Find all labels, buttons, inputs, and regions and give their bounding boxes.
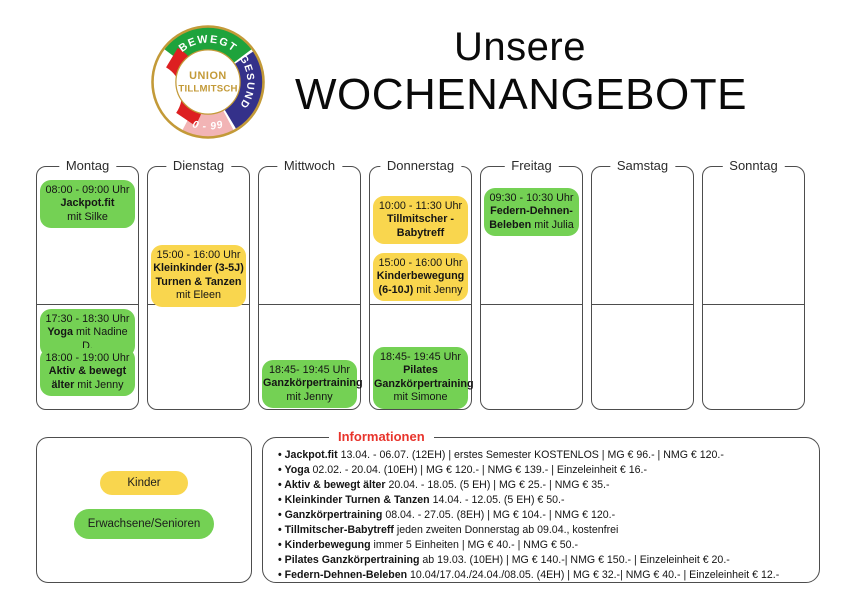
event-line: Turnen & Tanzen <box>155 275 242 288</box>
logo-center-line2: TILLMITSCH <box>178 83 237 94</box>
event-line: (6-10J) mit Jenny <box>378 283 463 296</box>
event-card: 15:00 - 16:00 Uhr Kinderbewegung (6-10J) m… <box>373 253 468 302</box>
event-line: mit Jenny <box>286 390 333 403</box>
day-label: Montag <box>58 158 117 173</box>
day-column-mittwoch: Mittwoch 18:45- 19:45 Uhr Ganzkörpertraini… <box>258 158 363 410</box>
info-item: • Tillmitscher-Babytreff jeden zweiten D… <box>278 524 619 536</box>
event-line: Aktiv & bewegt <box>48 365 127 378</box>
event-line: 10:00 - 11:30 Uhr <box>378 200 463 212</box>
info-item: • Kinderbewegung immer 5 Einheiten | MG … <box>278 539 579 551</box>
day-column-donnerstag: Donnerstag 10:00 - 11:30 Uhr Tillmitscher … <box>369 158 474 410</box>
day-column-montag: Montag 08:00 - 09:00 Uhr Jackpot.fit mit Si… <box>36 158 139 410</box>
event-line: 08:00 - 09:00 Uhr <box>45 184 130 196</box>
day-column-dienstag: Dienstag 15:00 - 16:00 Uhr Kleinkinder (3-… <box>147 158 250 410</box>
column-divider <box>702 304 805 305</box>
page-title-line2: WOCHENANGEBOTE <box>295 70 747 119</box>
event-card: 10:00 - 11:30 Uhr Tillmitscher - Babytreff <box>373 196 468 245</box>
day-label: Dienstag <box>165 158 232 173</box>
event-line: 17:30 - 18:30 Uhr <box>45 313 130 325</box>
event-line: Jackpot.fit <box>60 197 115 210</box>
event-card: 18:45- 19:45 Uhr Pilates Ganzkörpertrainin… <box>373 347 474 409</box>
day-column-sonntag: Sonntag <box>702 158 805 410</box>
logo-text-ages: 0 - 99 <box>191 119 224 132</box>
logo-arc-right <box>223 51 263 130</box>
column-divider <box>591 304 694 305</box>
day-label: Sonntag <box>722 158 785 173</box>
day-column-freitag: Freitag 09:30 - 10:30 Uhr Federn-Dehnen- Be… <box>480 158 583 410</box>
event-card: 18:45- 19:45 Uhr Ganzkörpertraining mit Je… <box>262 360 363 409</box>
legend-box: Kinder Erwachsene/Senioren <box>36 437 252 583</box>
info-item: • Yoga 02.02. - 20.04. (10EH) | MG € 120… <box>278 464 648 476</box>
event-card: 15:00 - 16:00 Uhr Kleinkinder (3-5J) Turne… <box>151 245 246 307</box>
info-item: • Pilates Ganzkörpertraining ab 19.03. (… <box>278 554 730 566</box>
info-item: • Ganzkörpertraining 08.04. - 27.05. (8E… <box>278 509 616 521</box>
event-line: 18:45- 19:45 Uhr <box>268 364 351 376</box>
logo-arc-top <box>164 27 252 64</box>
legend-pill-kinder: Kinder <box>100 471 188 495</box>
club-logo: BEWEGT GESUND GESUND 0 - 99 UNION TILLMI… <box>151 25 265 139</box>
event-line: 18:45- 19:45 Uhr <box>379 351 462 363</box>
event-line: Yoga mit Nadine D. <box>47 326 128 352</box>
event-card: 08:00 - 09:00 Uhr Jackpot.fit mit Silke <box>40 180 135 229</box>
legend-pill-erwachsene: Erwachsene/Senioren <box>73 509 215 539</box>
event-line: 15:00 - 16:00 Uhr <box>378 257 463 269</box>
event-line: Tillmitscher - <box>386 213 454 226</box>
svg-text:0 - 99: 0 - 99 <box>191 119 225 132</box>
event-line: mit Silke <box>67 210 108 223</box>
info-list: • Jackpot.fit 13.04. - 06.07. (12EH) | e… <box>263 438 819 583</box>
info-item: • Aktiv & bewegt älter 20.04. - 18.05. (… <box>278 479 610 491</box>
event-line: mit Eleen <box>175 289 221 302</box>
day-label: Freitag <box>504 158 559 173</box>
event-line: Kinderbewegung <box>376 270 465 283</box>
event-line: Pilates <box>403 364 438 377</box>
event-line: Beleben mit Julia <box>489 218 574 231</box>
event-line: 15:00 - 16:00 Uhr <box>156 249 241 261</box>
event-line: 18:00 - 19:00 Uhr <box>45 352 130 364</box>
event-line: Kleinkinder (3-5J) <box>153 262 244 275</box>
day-column-samstag: Samstag <box>591 158 694 410</box>
info-title: Informationen <box>329 429 434 444</box>
event-line: Ganzkörpertraining <box>374 377 474 390</box>
event-card: 18:00 - 19:00 Uhr Aktiv & bewegt älter mit… <box>40 348 135 397</box>
day-label: Samstag <box>609 158 676 173</box>
day-label: Mittwoch <box>276 158 343 173</box>
logo-center-line1: UNION <box>189 70 227 82</box>
event-line: älter mit Jenny <box>51 378 124 391</box>
event-card: 09:30 - 10:30 Uhr Federn-Dehnen- Beleben m… <box>484 188 579 237</box>
column-divider <box>369 304 472 305</box>
event-line: mit Simone <box>393 391 448 404</box>
page-title-line1: Unsere <box>454 25 586 69</box>
info-box: Informationen • Jackpot.fit 13.04. - 06.… <box>262 429 820 583</box>
page-title: Unsere WOCHENANGEBOTE <box>295 24 747 120</box>
day-label: Donnerstag <box>379 158 462 173</box>
event-line: 09:30 - 10:30 Uhr <box>489 192 574 204</box>
event-line: Ganzkörpertraining <box>263 377 363 390</box>
info-item: • Jackpot.fit 13.04. - 06.07. (12EH) | e… <box>278 449 724 461</box>
info-item: • Federn-Dehnen-Beleben 10.04/17.04./24.… <box>278 569 780 581</box>
column-divider <box>258 304 361 305</box>
event-line: Federn-Dehnen- <box>490 205 573 218</box>
column-divider <box>480 304 583 305</box>
info-item: • Kleinkinder Turnen & Tanzen 14.04. - 1… <box>278 494 565 506</box>
column-divider <box>36 304 139 305</box>
event-line: Babytreff <box>396 226 445 239</box>
